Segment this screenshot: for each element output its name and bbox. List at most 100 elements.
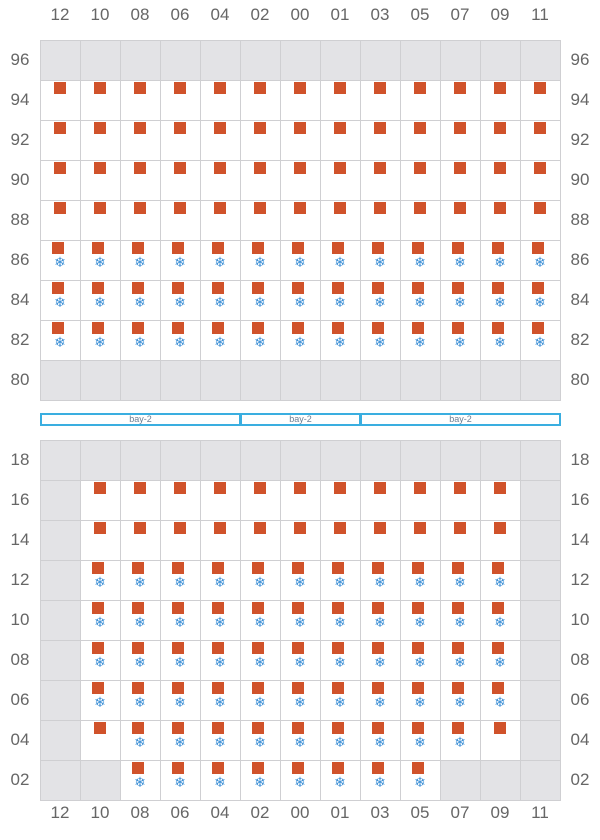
container-marker — [132, 282, 144, 294]
container-marker — [372, 682, 384, 694]
container-marker — [52, 282, 64, 294]
container-marker — [454, 82, 466, 94]
container-marker — [54, 122, 66, 134]
snowflake-icon: ❄ — [54, 255, 66, 271]
container-marker — [492, 562, 504, 574]
snowflake-icon: ❄ — [94, 615, 106, 631]
column-label-bottom: 10 — [90, 803, 110, 822]
container-marker — [94, 122, 106, 134]
void-cell — [280, 360, 321, 401]
container-marker — [52, 242, 64, 254]
bay-marker[interactable]: bay-2 — [240, 413, 361, 426]
void-cell — [400, 440, 441, 481]
snowflake-icon: ❄ — [134, 335, 146, 351]
snowflake-icon: ❄ — [374, 295, 386, 311]
tier-label-right: 94 — [570, 90, 590, 109]
container-marker — [534, 122, 546, 134]
void-cell — [240, 360, 281, 401]
container-marker — [532, 322, 544, 334]
bay-marker[interactable]: bay-2 — [360, 413, 561, 426]
snowflake-icon: ❄ — [254, 655, 266, 671]
tier-label-right: 80 — [570, 370, 590, 389]
snowflake-icon: ❄ — [494, 575, 506, 591]
column-label-bottom: 06 — [170, 803, 190, 822]
container-marker — [54, 162, 66, 174]
container-marker — [294, 522, 306, 534]
container-marker — [492, 322, 504, 334]
container-marker — [214, 82, 226, 94]
void-cell — [40, 440, 81, 481]
container-marker — [54, 82, 66, 94]
snowflake-icon: ❄ — [254, 255, 266, 271]
container-marker — [532, 282, 544, 294]
void-cell — [40, 760, 81, 801]
container-marker — [454, 202, 466, 214]
column-label-top: 12 — [50, 5, 70, 24]
slot-cell[interactable] — [160, 120, 201, 161]
column-label-top: 00 — [290, 5, 310, 24]
container-marker — [212, 682, 224, 694]
container-marker — [92, 322, 104, 334]
container-marker — [212, 282, 224, 294]
snowflake-icon: ❄ — [294, 775, 306, 791]
void-cell — [80, 440, 121, 481]
snowflake-icon: ❄ — [454, 655, 466, 671]
container-marker — [134, 122, 146, 134]
column-label-top: 10 — [90, 5, 110, 24]
container-marker — [94, 522, 106, 534]
snowflake-icon: ❄ — [414, 695, 426, 711]
slot-cell[interactable] — [520, 80, 561, 121]
container-marker — [174, 82, 186, 94]
void-cell — [320, 440, 361, 481]
snowflake-icon: ❄ — [54, 295, 66, 311]
void-cell — [160, 440, 201, 481]
void-cell — [200, 440, 241, 481]
snowflake-icon: ❄ — [334, 615, 346, 631]
snowflake-icon: ❄ — [214, 735, 226, 751]
snowflake-icon: ❄ — [254, 335, 266, 351]
slot-cell[interactable] — [360, 80, 401, 121]
container-marker — [412, 242, 424, 254]
container-marker — [174, 162, 186, 174]
slot-cell[interactable] — [120, 520, 161, 561]
snowflake-icon: ❄ — [454, 615, 466, 631]
column-label-bottom: 11 — [531, 803, 549, 822]
container-marker — [252, 242, 264, 254]
container-marker — [94, 82, 106, 94]
container-marker — [212, 762, 224, 774]
tier-label-right: 12 — [570, 570, 590, 589]
container-marker — [494, 202, 506, 214]
container-marker — [372, 722, 384, 734]
container-marker — [412, 722, 424, 734]
void-cell — [120, 440, 161, 481]
void-cell — [80, 40, 121, 81]
container-marker — [92, 682, 104, 694]
snowflake-icon: ❄ — [454, 335, 466, 351]
container-marker — [492, 642, 504, 654]
container-marker — [214, 482, 226, 494]
snowflake-icon: ❄ — [334, 295, 346, 311]
slot-cell[interactable] — [240, 760, 281, 801]
container-marker — [254, 202, 266, 214]
container-marker — [254, 482, 266, 494]
snowflake-icon: ❄ — [294, 255, 306, 271]
void-cell — [40, 520, 81, 561]
container-marker — [454, 162, 466, 174]
void-cell — [160, 40, 201, 81]
container-marker — [214, 202, 226, 214]
tier-label-right: 18 — [570, 450, 590, 469]
void-cell — [480, 440, 521, 481]
tier-label-left: 86 — [10, 250, 30, 269]
slot-cell[interactable] — [320, 200, 361, 241]
tier-label-right: 02 — [570, 770, 590, 789]
void-cell — [160, 360, 201, 401]
snowflake-icon: ❄ — [214, 335, 226, 351]
void-cell — [320, 40, 361, 81]
container-marker — [294, 122, 306, 134]
snowflake-icon: ❄ — [294, 655, 306, 671]
container-marker — [132, 642, 144, 654]
snowflake-icon: ❄ — [334, 575, 346, 591]
slot-cell[interactable] — [80, 680, 121, 721]
container-marker — [414, 82, 426, 94]
bay-marker[interactable]: bay-2 — [40, 413, 241, 426]
